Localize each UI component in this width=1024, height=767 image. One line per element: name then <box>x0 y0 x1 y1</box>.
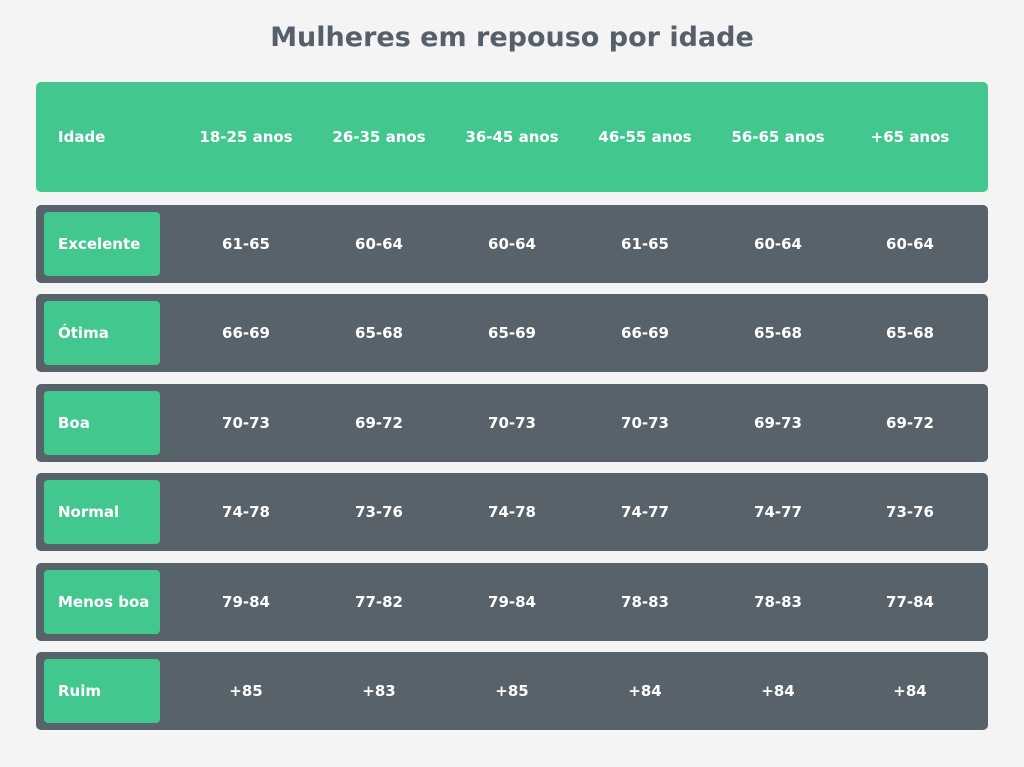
row-label: Excelente <box>58 235 141 253</box>
table-cell: 77-82 <box>355 593 403 611</box>
header-cell: 18-25 anos <box>199 128 293 146</box>
table-row: Normal 74-78 73-76 74-78 74-77 74-77 73-76 <box>36 473 988 551</box>
table-cell: 60-64 <box>754 235 802 253</box>
header-cell: 26-35 anos <box>332 128 426 146</box>
row-label: Menos boa <box>58 593 150 611</box>
table-cell: +83 <box>362 682 396 700</box>
table-cell: 79-84 <box>488 593 536 611</box>
table-cell: 74-78 <box>488 503 536 521</box>
title: Mulheres em repouso por idade <box>270 22 754 53</box>
row-label-box <box>44 480 160 544</box>
table-row: Ruim +85 +83 +85 +84 +84 +84 <box>36 652 988 730</box>
table-row: Excelente 61-65 60-64 60-64 61-65 60-64 60-64 <box>36 205 988 283</box>
table-cell: 69-72 <box>355 414 403 432</box>
table-cell: 65-68 <box>754 324 802 342</box>
header-label: Idade <box>58 128 106 146</box>
table-cell: 66-69 <box>222 324 270 342</box>
table-row: Menos boa 79-84 77-82 79-84 78-83 78-83 77-84 <box>36 563 988 641</box>
table-cell: +84 <box>761 682 795 700</box>
row-label-box <box>44 212 160 276</box>
row-label-box <box>44 659 160 723</box>
table-cell: 70-73 <box>222 414 270 432</box>
table-row: Ótima 66-69 65-68 65-69 66-69 65-68 65-68 <box>36 294 988 372</box>
table-cell: 70-73 <box>488 414 536 432</box>
table-cell: +85 <box>229 682 263 700</box>
header-cell: 36-45 anos <box>465 128 559 146</box>
header-row: Idade 18-25 anos 26-35 anos 36-45 anos 46-55… <box>36 82 988 192</box>
table-cell: 74-77 <box>754 503 802 521</box>
table-cell: 60-64 <box>488 235 536 253</box>
header-cell: +65 anos <box>870 128 950 146</box>
row-label: Normal <box>58 503 120 521</box>
row-label-box <box>44 570 160 634</box>
table-cell: 65-68 <box>355 324 403 342</box>
table-cell: +85 <box>495 682 529 700</box>
table-cell: 77-84 <box>886 593 934 611</box>
table-cell: 61-65 <box>222 235 270 253</box>
row-label: Ótima <box>58 324 109 342</box>
header-cell: 46-55 anos <box>598 128 692 146</box>
table-row: Boa 70-73 69-72 70-73 70-73 69-73 69-72 <box>36 384 988 462</box>
table-cell: 78-83 <box>754 593 802 611</box>
header-cell: 56-65 anos <box>731 128 825 146</box>
table-cell: 65-69 <box>488 324 536 342</box>
table-cell: 60-64 <box>355 235 403 253</box>
table-cell: 65-68 <box>886 324 934 342</box>
row-label: Boa <box>58 414 90 432</box>
table-cell: 69-72 <box>886 414 934 432</box>
row-label-box <box>44 391 160 455</box>
table-cell: 78-83 <box>621 593 669 611</box>
table-cell: 60-64 <box>886 235 934 253</box>
table-cell: 61-65 <box>621 235 669 253</box>
table-cell: 69-73 <box>754 414 802 432</box>
table-cell: 66-69 <box>621 324 669 342</box>
row-label: Ruim <box>58 682 102 700</box>
row-label-box <box>44 301 160 365</box>
table-cell: 73-76 <box>886 503 934 521</box>
table-cell: 74-78 <box>222 503 270 521</box>
table-cell: +84 <box>893 682 927 700</box>
table-cell: 70-73 <box>621 414 669 432</box>
table-cell: 79-84 <box>222 593 270 611</box>
table-cell: +84 <box>628 682 662 700</box>
table-cell: 74-77 <box>621 503 669 521</box>
table-cell: 73-76 <box>355 503 403 521</box>
